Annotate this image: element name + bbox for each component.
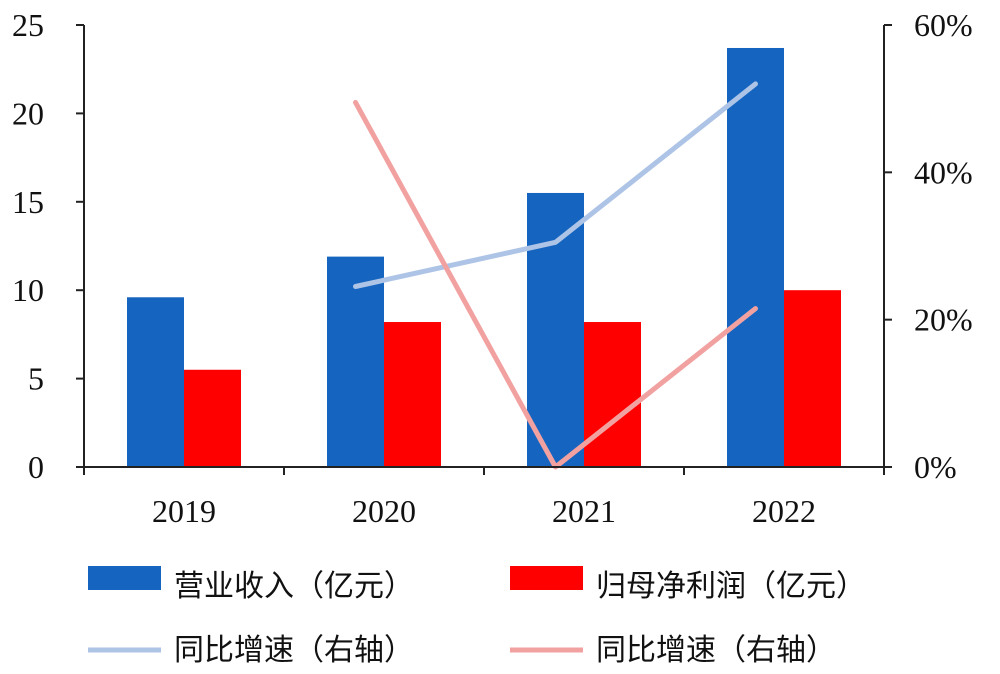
x-tick-label: 2019 <box>152 493 216 529</box>
net-profit-bar-2020 <box>384 322 441 467</box>
x-tick-label: 2020 <box>352 493 416 529</box>
legend: 营业收入（亿元） 归母净利润（亿元） 同比增速（右轴） 同比增速（右轴） <box>88 566 866 668</box>
x-axis-ticks: 2019 2020 2021 2022 <box>83 467 885 529</box>
right-tick-label: 0% <box>914 449 957 485</box>
x-tick-label: 2021 <box>552 493 616 529</box>
legend-label: 同比增速（右轴） <box>596 633 836 668</box>
revenue-growth-line <box>353 81 758 289</box>
legend-swatch <box>510 566 583 590</box>
left-tick-label: 15 <box>12 184 44 220</box>
right-tick-label: 20% <box>914 302 973 338</box>
revenue-bar-2021 <box>527 192 584 467</box>
left-axis-ticks: 0 5 10 15 20 25 <box>12 7 84 485</box>
right-tick-label: 40% <box>914 154 973 190</box>
left-tick-label: 5 <box>28 361 44 397</box>
revenue-bar-2022 <box>727 47 784 467</box>
left-tick-label: 0 <box>28 449 44 485</box>
right-axis-ticks: 0% 20% 40% 60% <box>884 7 973 485</box>
left-tick-label: 10 <box>12 272 44 308</box>
revenue-bar-2019 <box>127 297 184 467</box>
legend-label: 同比增速（右轴） <box>174 633 414 668</box>
x-tick-label: 2022 <box>752 493 816 529</box>
legend-swatch <box>88 566 161 590</box>
net-profit-bar-2022 <box>784 290 841 467</box>
right-tick-label: 60% <box>914 7 973 43</box>
legend-label: 营业收入（亿元） <box>174 569 414 604</box>
legend-label: 归母净利润（亿元） <box>596 569 866 604</box>
bars <box>127 47 841 467</box>
left-tick-label: 25 <box>12 7 44 43</box>
net-profit-bar-2019 <box>184 369 241 467</box>
net-profit-bar-2021 <box>584 322 641 467</box>
revenue-bar-2020 <box>327 256 384 467</box>
left-tick-label: 20 <box>12 95 44 131</box>
